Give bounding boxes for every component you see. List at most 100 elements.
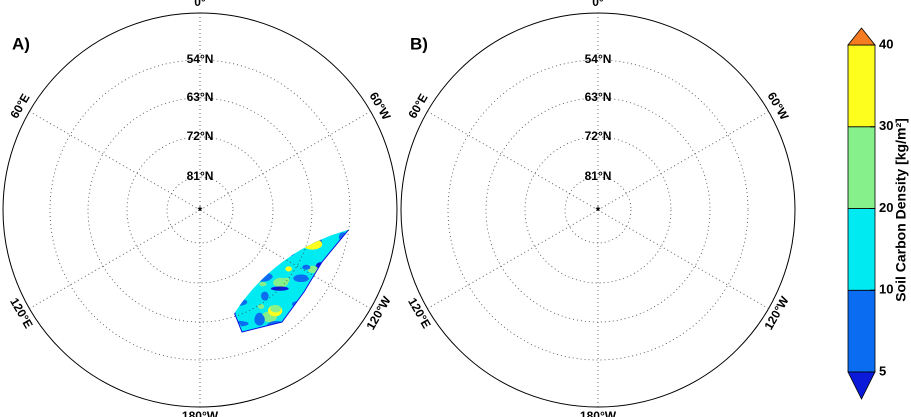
speckle <box>138 239 151 251</box>
speckle <box>568 331 575 338</box>
speckle <box>578 318 594 328</box>
speckle <box>351 331 366 339</box>
speckle <box>216 325 222 335</box>
speckle <box>71 248 90 257</box>
speckle <box>498 309 512 315</box>
speckle <box>119 187 130 194</box>
speckle <box>736 211 745 217</box>
speckle <box>738 193 754 197</box>
speckle <box>298 251 306 258</box>
speckle <box>324 281 337 285</box>
speckle <box>755 251 773 259</box>
speckle <box>277 186 293 197</box>
speckle <box>130 212 139 218</box>
speckle <box>490 330 502 337</box>
speckle <box>11 246 26 257</box>
speckle <box>146 159 166 165</box>
speckle <box>302 265 310 270</box>
speckle <box>460 333 474 341</box>
speckle <box>520 162 537 170</box>
speckle <box>337 288 349 299</box>
speckle <box>329 149 335 160</box>
speckle <box>274 143 286 153</box>
longitude-label: 0° <box>592 0 604 9</box>
speckle <box>53 226 59 234</box>
speckle <box>647 193 661 198</box>
speckle <box>51 255 71 263</box>
speckle <box>54 269 61 280</box>
speckle <box>256 332 272 341</box>
speckle <box>336 133 349 137</box>
speckle <box>706 281 712 293</box>
speckle <box>40 299 59 306</box>
speckle <box>189 256 197 267</box>
speckle <box>184 297 203 305</box>
speckle <box>335 294 348 305</box>
speckle <box>321 303 332 315</box>
speckle <box>20 156 28 161</box>
speckle <box>266 321 285 332</box>
speckle <box>271 286 289 290</box>
speckle <box>546 224 553 235</box>
speckle <box>346 169 365 180</box>
speckle <box>438 226 451 233</box>
speckle <box>547 288 557 293</box>
speckle <box>522 269 537 275</box>
speckle <box>711 282 718 288</box>
speckle <box>433 172 448 180</box>
speckle <box>518 240 531 247</box>
speckle <box>547 188 560 193</box>
latitude-label: 72°N <box>585 129 612 143</box>
speckle <box>710 249 721 258</box>
speckle <box>536 213 545 221</box>
speckle <box>106 292 113 302</box>
speckle <box>4 327 20 338</box>
speckle <box>694 330 704 340</box>
speckle <box>484 185 498 195</box>
speckle <box>431 204 438 209</box>
speckle <box>155 306 171 317</box>
speckle <box>69 171 80 181</box>
speckle <box>404 198 420 204</box>
speckle <box>518 137 528 142</box>
speckle <box>118 151 131 161</box>
speckle <box>229 179 240 187</box>
speckle <box>293 147 306 158</box>
speckle <box>484 259 498 268</box>
speckle <box>69 259 78 264</box>
speckle <box>491 324 504 332</box>
speckle <box>337 168 350 173</box>
speckle <box>555 275 566 284</box>
speckle <box>167 240 185 250</box>
speckle <box>627 246 639 253</box>
speckle <box>410 223 424 230</box>
speckle <box>757 229 776 235</box>
speckle <box>320 273 327 282</box>
speckle <box>204 256 215 264</box>
speckle <box>333 305 344 314</box>
speckle <box>611 150 626 161</box>
speckle <box>636 226 643 236</box>
speckle <box>205 144 215 150</box>
speckle <box>719 321 735 328</box>
speckle <box>513 260 525 266</box>
speckle <box>501 235 514 244</box>
speckle <box>62 215 72 222</box>
speckle <box>614 288 626 297</box>
speckle <box>546 188 556 196</box>
speckle <box>548 287 559 298</box>
speckle <box>154 186 162 196</box>
speckle <box>232 132 241 144</box>
speckle <box>709 193 720 205</box>
speckle <box>531 325 543 332</box>
speckle <box>737 323 744 332</box>
speckle <box>193 195 210 203</box>
speckle <box>541 131 550 140</box>
speckle <box>676 319 691 327</box>
speckle <box>463 287 475 297</box>
speckle <box>515 268 530 277</box>
speckle <box>486 137 506 149</box>
speckle <box>241 239 260 250</box>
speckle <box>692 164 705 171</box>
speckle <box>642 324 662 330</box>
